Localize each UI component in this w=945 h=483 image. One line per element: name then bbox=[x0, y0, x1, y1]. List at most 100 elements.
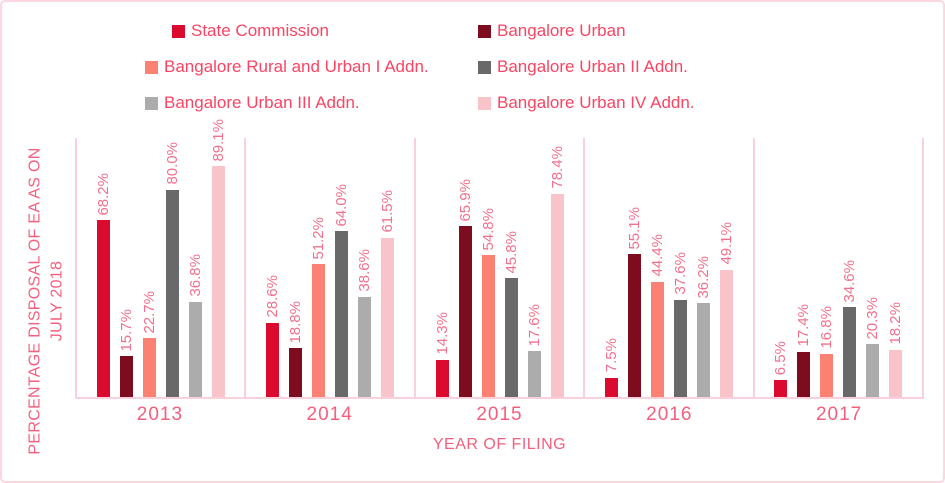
bar-cell: 45.8% bbox=[502, 138, 520, 397]
bar-group-2015: 14.3% 65.9% 54.8% 45.8% 17.6% 78.4% bbox=[416, 138, 586, 397]
bar-value-label: 64.0% bbox=[333, 183, 351, 227]
bar-bangalore-urban-iii-addn-2013 bbox=[188, 301, 202, 397]
bar-value-label: 36.2% bbox=[694, 255, 712, 299]
y-axis-title-line1: PERCENTAGE DISPOSAL OF EA AS ON bbox=[26, 147, 44, 455]
bar-cell: 61.5% bbox=[379, 138, 397, 397]
bar-cell: 17.6% bbox=[525, 138, 543, 397]
bar-group-2017: 6.5% 17.4% 16.8% 34.6% 20.3% 18.2% bbox=[755, 138, 925, 397]
bar-value-label: 55.1% bbox=[625, 206, 643, 250]
bar-cell: 89.1% bbox=[210, 119, 227, 397]
bar-cell: 6.5% bbox=[772, 138, 790, 397]
bar-value-label: 17.4% bbox=[795, 304, 813, 347]
bar-bangalore-urban-2014 bbox=[289, 348, 303, 397]
bar-bangalore-rural-and-urban-i-addn-2016 bbox=[650, 282, 664, 397]
bar-bangalore-urban-2016 bbox=[627, 254, 641, 397]
legend-item-bangalore-rural-and-urban-i-addn: Bangalore Rural and Urban I Addn. bbox=[145, 57, 429, 77]
bar-value-label: 22.7% bbox=[140, 290, 158, 334]
legend-swatch-icon bbox=[145, 60, 158, 74]
x-axis-title: YEAR OF FILING bbox=[432, 436, 567, 453]
bar-value-label: 6.5% bbox=[772, 340, 790, 376]
bar-value-label: 44.4% bbox=[648, 234, 666, 278]
bar-bangalore-urban-iv-addn-2014 bbox=[381, 237, 395, 397]
bar-cell: 20.3% bbox=[864, 138, 881, 397]
legend-label: Bangalore Urban IV Addn. bbox=[497, 93, 695, 112]
bar-value-label: 80.0% bbox=[163, 142, 181, 185]
bar-value-label: 65.9% bbox=[456, 178, 474, 222]
x-tick-2014: 2014 bbox=[306, 404, 353, 425]
bar-cell: 22.7% bbox=[140, 138, 158, 397]
bar-cell: 34.6% bbox=[841, 138, 859, 397]
bar-state-commission-2017 bbox=[774, 380, 788, 397]
bar-value-label: 17.6% bbox=[525, 303, 543, 347]
bar-state-commission-2015 bbox=[435, 359, 449, 397]
legend-swatch-icon bbox=[172, 24, 185, 38]
bar-cell: 64.0% bbox=[333, 138, 351, 397]
bar-value-label: 37.6% bbox=[671, 252, 689, 295]
bar-bangalore-urban-ii-addn-2016 bbox=[673, 299, 687, 397]
legend-item-bangalore-urban-ii-addn: Bangalore Urban II Addn. bbox=[478, 57, 688, 77]
legend-label: Bangalore Urban III Addn. bbox=[164, 93, 360, 112]
bar-bangalore-urban-ii-addn-2015 bbox=[504, 278, 518, 397]
bar-bangalore-rural-and-urban-i-addn-2015 bbox=[481, 255, 495, 397]
bar-bangalore-urban-iv-addn-2015 bbox=[550, 193, 564, 397]
y-axis-title: PERCENTAGE DISPOSAL OF EA AS ON JULY 201… bbox=[24, 147, 67, 454]
bar-value-label: 54.8% bbox=[479, 207, 497, 251]
legend-swatch-icon bbox=[145, 96, 158, 110]
bar-bangalore-urban-ii-addn-2013 bbox=[165, 189, 179, 397]
bar-bangalore-rural-and-urban-i-addn-2013 bbox=[142, 338, 156, 397]
bar-value-label: 28.6% bbox=[264, 275, 282, 318]
bar-value-label: 14.3% bbox=[433, 312, 451, 355]
bar-bangalore-urban-iii-addn-2016 bbox=[696, 303, 710, 397]
legend-item-bangalore-urban: Bangalore Urban bbox=[478, 21, 626, 41]
bar-value-label: 89.1% bbox=[209, 118, 227, 162]
bar-bangalore-rural-and-urban-i-addn-2017 bbox=[820, 353, 834, 397]
bar-bangalore-urban-iii-addn-2017 bbox=[866, 344, 880, 397]
bar-bangalore-urban-2015 bbox=[458, 226, 472, 397]
legend-item-bangalore-urban-iii-addn: Bangalore Urban III Addn. bbox=[145, 93, 360, 113]
bar-bangalore-urban-ii-addn-2014 bbox=[335, 231, 349, 397]
legend-item-state-commission: State Commission bbox=[172, 21, 329, 41]
legend-label: State Commission bbox=[191, 21, 329, 40]
bar-value-label: 34.6% bbox=[841, 259, 859, 303]
bar-cell: 54.8% bbox=[479, 138, 497, 397]
bar-cell: 68.2% bbox=[94, 138, 112, 397]
bar-cell: 80.0% bbox=[163, 138, 181, 397]
bar-value-label: 7.5% bbox=[602, 338, 620, 373]
bar-state-commission-2014 bbox=[266, 322, 280, 397]
x-tick-2015: 2015 bbox=[476, 404, 523, 425]
bar-value-label: 61.5% bbox=[379, 190, 397, 233]
bar-cell: 49.1% bbox=[718, 138, 735, 397]
legend-label: Bangalore Urban II Addn. bbox=[497, 57, 688, 76]
bar-bangalore-urban-iii-addn-2014 bbox=[358, 297, 372, 397]
bar-cell: 38.6% bbox=[356, 138, 374, 397]
bar-cell: 14.3% bbox=[433, 138, 451, 397]
bar-group-2014: 28.6% 18.8% 51.2% 64.0% 38.6% 61.5% bbox=[246, 138, 416, 397]
legend-swatch-icon bbox=[478, 96, 491, 110]
bar-value-label: 45.8% bbox=[502, 230, 520, 274]
bar-group-2016: 7.5% 55.1% 44.4% 37.6% 36.2% 49.1% bbox=[585, 138, 755, 397]
bar-value-label: 78.4% bbox=[548, 146, 566, 189]
x-axis-tick-labels: 2013 2014 2015 2016 2017 bbox=[75, 404, 924, 426]
bar-value-label: 38.6% bbox=[356, 249, 374, 293]
bar-cell: 44.4% bbox=[648, 138, 666, 397]
legend-swatch-icon bbox=[478, 60, 491, 74]
bar-value-label: 68.2% bbox=[94, 172, 112, 216]
bar-value-label: 51.2% bbox=[310, 216, 328, 260]
plot-area: 68.2% 15.7% 22.7% 80.0% 36.8% 89.1% 28.6% 18.8%… bbox=[75, 119, 925, 399]
bar-cell: 18.8% bbox=[287, 138, 305, 397]
bar-bangalore-urban-iv-addn-2016 bbox=[719, 269, 733, 397]
bar-bangalore-urban-iii-addn-2015 bbox=[527, 351, 541, 397]
bar-bangalore-urban-2017 bbox=[797, 351, 811, 397]
bar-bangalore-rural-and-urban-i-addn-2014 bbox=[312, 264, 326, 397]
bar-cell: 78.4% bbox=[548, 138, 566, 397]
bar-cell: 28.6% bbox=[264, 138, 282, 397]
bar-value-label: 16.8% bbox=[818, 305, 836, 349]
bar-cell: 16.8% bbox=[818, 138, 836, 397]
legend-item-bangalore-urban-iv-addn: Bangalore Urban IV Addn. bbox=[478, 93, 695, 113]
bar-value-label: 18.8% bbox=[287, 300, 305, 344]
bar-cell: 65.9% bbox=[456, 138, 474, 397]
y-axis-title-line2: JULY 2018 bbox=[48, 260, 65, 342]
bar-state-commission-2016 bbox=[604, 377, 618, 397]
bar-cell: 51.2% bbox=[310, 138, 328, 397]
x-tick-2013: 2013 bbox=[136, 404, 184, 425]
